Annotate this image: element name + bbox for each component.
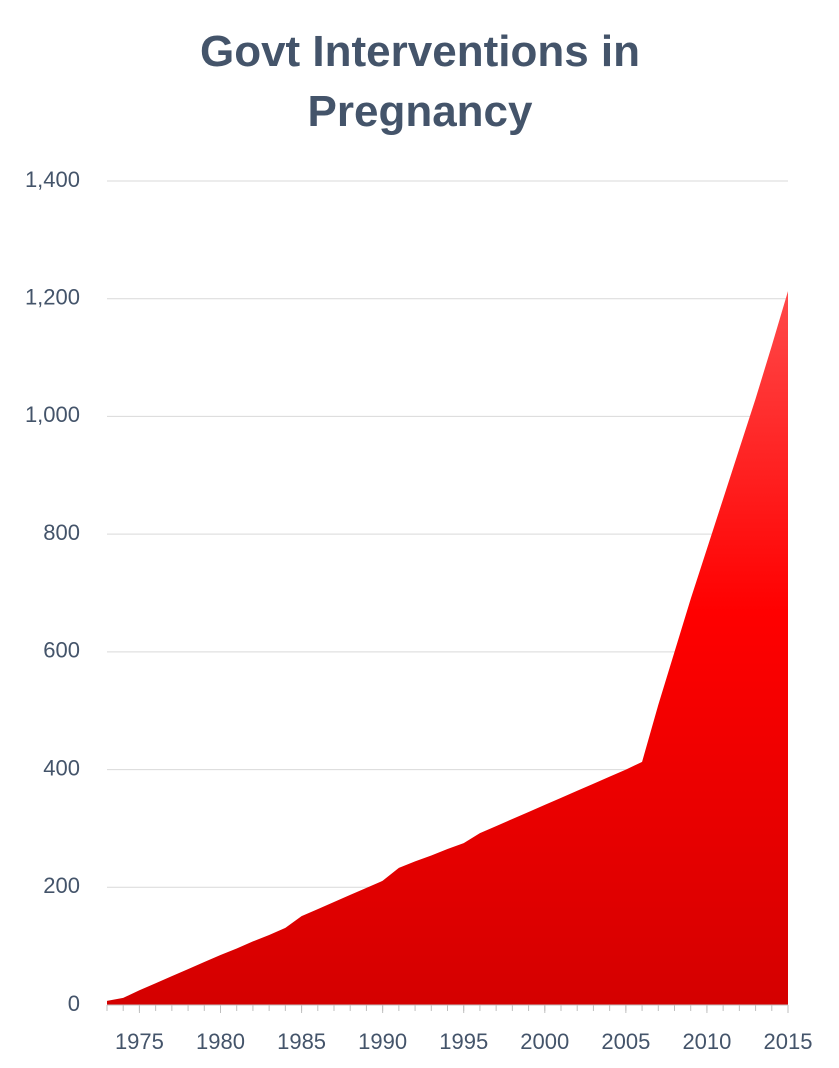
y-tick-label: 400 — [43, 755, 80, 780]
x-tick-label: 1985 — [277, 1029, 326, 1054]
x-tick-label: 2010 — [682, 1029, 731, 1054]
y-tick-label: 1,000 — [25, 402, 80, 427]
area — [107, 291, 788, 1005]
x-tick-label: 2015 — [764, 1029, 813, 1054]
x-tick-label: 2005 — [601, 1029, 650, 1054]
y-tick-label: 0 — [68, 991, 80, 1016]
x-tick-label: 2000 — [520, 1029, 569, 1054]
y-tick-label: 600 — [43, 638, 80, 663]
x-tick-label: 1990 — [358, 1029, 407, 1054]
y-tick-label: 1,400 — [25, 167, 80, 192]
chart-title: Govt Interventions in Pregnancy — [199, 27, 641, 136]
x-tick-label: 1975 — [115, 1029, 164, 1054]
y-tick-label: 200 — [43, 873, 80, 898]
x-tick-label: 1995 — [439, 1029, 488, 1054]
y-tick-label: 800 — [43, 520, 80, 545]
y-tick-label: 1,200 — [25, 285, 80, 310]
x-tick-label: 1980 — [196, 1029, 245, 1054]
